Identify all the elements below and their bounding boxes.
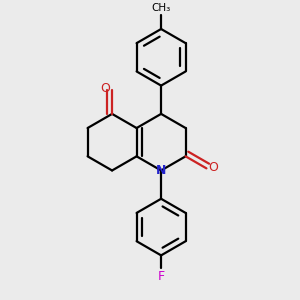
Text: N: N (156, 164, 166, 177)
Text: O: O (100, 82, 110, 95)
Text: O: O (208, 161, 218, 174)
Text: F: F (158, 271, 165, 284)
Text: CH₃: CH₃ (152, 3, 171, 14)
